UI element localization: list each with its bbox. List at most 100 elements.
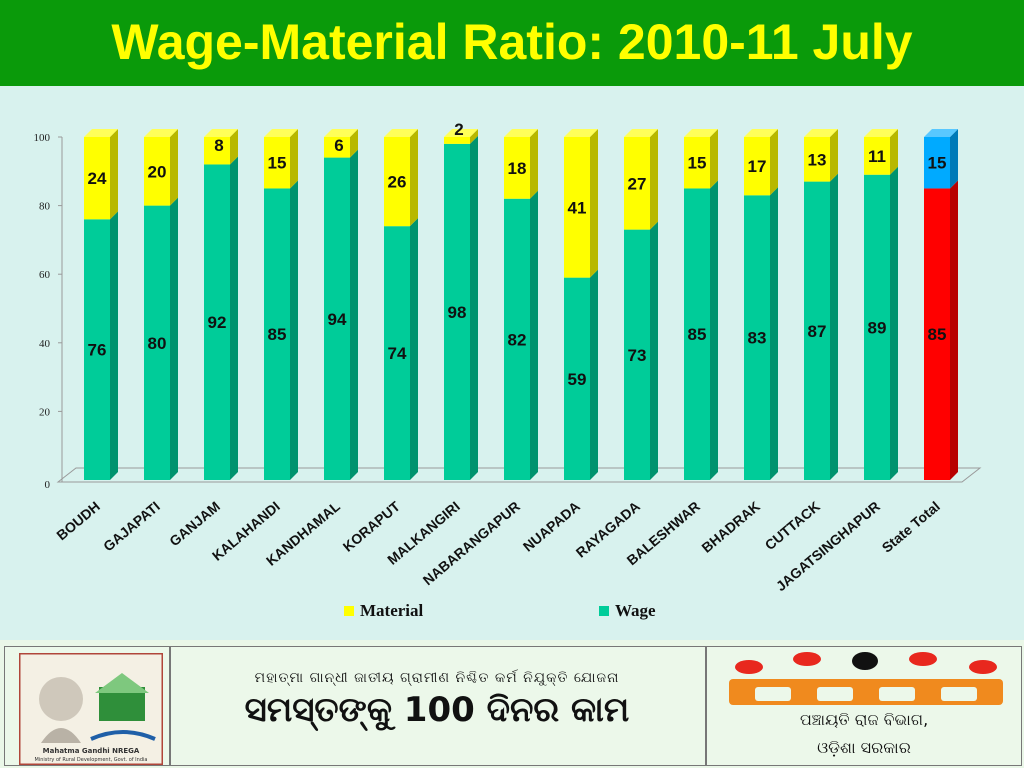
bar-material-segment [804, 137, 830, 182]
bar-top-face [924, 129, 958, 137]
bar-material-side [770, 129, 778, 196]
data-label-material: 20 [148, 162, 167, 181]
bar-material-side [230, 129, 238, 165]
bar-material-segment [84, 137, 110, 220]
data-label-material: 15 [268, 154, 287, 173]
bar-top-face [864, 129, 898, 137]
bar-wage-side [890, 166, 898, 480]
data-label-wage: 85 [688, 325, 707, 344]
footer: Mahatma Gandhi NREGA Ministry of Rural D… [0, 640, 1024, 768]
legend-swatch-material [344, 606, 354, 616]
legend-label-wage: Wage [615, 601, 656, 620]
bar-material-side [470, 129, 478, 144]
title-banner: Wage-Material Ratio: 2010-11 July [0, 0, 1024, 86]
bar-wage-side [590, 269, 598, 480]
data-label-wage: 89 [868, 318, 887, 337]
bar-top-face [204, 129, 238, 137]
logo-caption-1: Mahatma Gandhi NREGA [43, 747, 140, 755]
bar-top-face [444, 129, 478, 137]
bar-top-face [564, 129, 598, 137]
bar-material-segment [444, 137, 470, 144]
bar-material-side [290, 129, 298, 189]
data-label-wage: 80 [148, 334, 167, 353]
scheme-box [170, 646, 706, 766]
bar-wage-side [410, 218, 418, 480]
bar-wage-side [710, 180, 718, 480]
bar-wage-segment [384, 226, 410, 480]
data-label-material: 6 [334, 136, 343, 155]
bar-material-segment [204, 137, 230, 165]
data-label-wage: 59 [568, 370, 587, 389]
data-label-wage: 82 [508, 330, 527, 349]
data-label-material: 26 [388, 173, 407, 192]
data-label-material: 41 [568, 198, 587, 217]
category-label: CUTTACK [762, 498, 823, 553]
y-tick-label: 0 [45, 479, 51, 491]
bar-wage-segment [564, 277, 590, 480]
data-label-material: 11 [868, 147, 886, 166]
bar-wage-segment [924, 188, 950, 480]
bar-material-segment [564, 137, 590, 278]
bar-wage-segment [444, 143, 470, 481]
bar-wage-side [290, 180, 298, 480]
scheme-slogan: ସମସ୍ତଙ୍କୁ 100 ଦିନର କାମ [244, 690, 630, 730]
bar-material-segment [684, 137, 710, 189]
data-label-wage: 85 [268, 325, 287, 344]
data-label-material: 15 [928, 154, 947, 173]
department-box [706, 646, 1022, 766]
bar-material-segment [744, 137, 770, 196]
legend-swatch-wage [599, 606, 609, 616]
bar-top-face [84, 129, 118, 137]
data-label-wage: 98 [448, 303, 467, 322]
bar-material-side [650, 129, 658, 230]
bar-wage-segment [324, 157, 350, 480]
logo-box: Mahatma Gandhi NREGA Ministry of Rural D… [4, 646, 170, 766]
bar-top-face [324, 129, 358, 137]
bar-wage-side [530, 190, 538, 480]
bar-material-side [830, 129, 838, 182]
bar-material-side [170, 129, 178, 206]
bar-material-side [590, 129, 598, 278]
data-label-wage: 85 [928, 325, 947, 344]
bar-material-side [890, 129, 898, 175]
bar-material-side [950, 129, 958, 189]
bar-material-segment [264, 137, 290, 189]
category-label: NUAPADA [520, 498, 583, 555]
category-label: GAJAPATI [100, 498, 163, 554]
bar-material-segment [144, 137, 170, 206]
bar-top-face [684, 129, 718, 137]
department-name: ପଞ୍ଚାୟତି ରାଜ ବିଭାଗ, [799, 710, 929, 729]
data-label-material: 24 [88, 169, 107, 188]
bar-wage-side [950, 180, 958, 480]
category-label: BHADRAK [698, 498, 763, 556]
bar-wage-side [350, 149, 358, 480]
panchayati-raj-logo [729, 652, 1003, 705]
logo-caption-2: Ministry of Rural Development, Govt. of … [35, 757, 148, 763]
bar-material-side [110, 129, 118, 220]
data-label-material: 2 [454, 120, 463, 139]
legend-label-material: Material [360, 601, 424, 620]
bar-wage-segment [864, 174, 890, 480]
bar-wage-segment [624, 229, 650, 480]
bar-material-side [710, 129, 718, 189]
bar-wage-segment [84, 219, 110, 480]
y-tick-label: 80 [39, 201, 51, 213]
data-label-wage: 73 [628, 346, 647, 365]
bar-wage-side [170, 197, 178, 480]
bar-material-side [410, 129, 418, 227]
y-tick-label: 20 [39, 406, 51, 418]
bar-material-side [350, 129, 358, 158]
bar-wage-side [110, 211, 118, 480]
bar-wage-side [770, 187, 778, 480]
bar-material-segment [504, 137, 530, 199]
bar-wage-segment [504, 198, 530, 480]
data-label-material: 18 [508, 159, 527, 178]
bar-top-face [384, 129, 418, 137]
bar-wage-side [230, 156, 238, 480]
bar-wage-segment [804, 181, 830, 480]
page-title: Wage-Material Ratio: 2010-11 July [111, 14, 913, 70]
bar-material-segment [384, 137, 410, 227]
data-label-wage: 87 [808, 322, 827, 341]
data-label-material: 8 [214, 136, 223, 155]
bar-wage-segment [264, 188, 290, 480]
